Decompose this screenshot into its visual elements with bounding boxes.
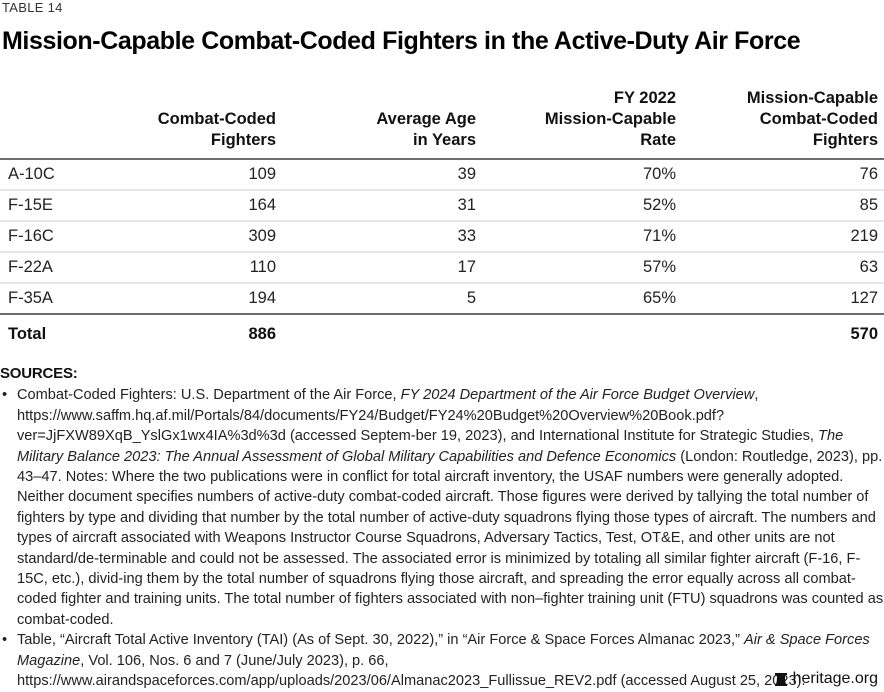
table-cell: 31 xyxy=(282,190,482,222)
table-cell: 309 xyxy=(90,221,282,253)
table-row: F-16C 309 33 71% 219 xyxy=(0,221,884,253)
header-row: Combat-Coded Fighters Average Age in Years F… xyxy=(0,88,884,160)
table-row: F-22A 110 17 57% 63 xyxy=(0,252,884,284)
column-header-line: Rate xyxy=(640,131,676,149)
table-cell: 39 xyxy=(282,159,482,191)
aircraft-name: F-22A xyxy=(0,252,90,284)
aircraft-name: F-15E xyxy=(0,190,90,222)
column-header-line: Combat-Coded xyxy=(759,110,878,128)
source-text: , Vol. 106, Nos. 6 and 7 (June/July 2023… xyxy=(17,652,806,690)
bullet-icon: • xyxy=(2,632,8,649)
source-item: • Combat-Coded Fighters: U.S. Department … xyxy=(0,385,884,630)
column-header xyxy=(0,88,90,160)
table-cell: 164 xyxy=(90,190,282,222)
table-cell: 63 xyxy=(682,252,884,284)
source-text: (London: Routledge, 2023), pp. 43–47. No… xyxy=(17,448,884,628)
table-cell: 127 xyxy=(682,283,884,315)
total-cell xyxy=(282,314,482,353)
total-cell: 886 xyxy=(248,324,276,343)
table-cell: 65% xyxy=(482,283,682,315)
source-title: The Military Balance 2023: The Annual As… xyxy=(17,428,844,465)
aircraft-name: A-10C xyxy=(0,159,90,191)
bullet-icon: • xyxy=(2,387,8,404)
sources-label: SOURCES: xyxy=(0,365,78,382)
table-cell: 70% xyxy=(482,159,682,191)
table-cell: 57% xyxy=(482,252,682,284)
column-header-line: Mission-Capable xyxy=(746,89,878,107)
table-row: F-35A 194 5 65% 127 xyxy=(0,283,884,315)
source-title: Air & Space Forces Magazine xyxy=(17,632,870,669)
column-header-line: Combat-Coded xyxy=(157,110,276,128)
column-header-line: in Years xyxy=(413,131,476,149)
column-header-line: Average Age xyxy=(376,110,476,128)
table-row: F-15E 164 31 52% 85 xyxy=(0,190,884,222)
column-header: Mission-Capable Combat-Coded Fighters xyxy=(682,88,884,160)
total-cell: 570 xyxy=(850,324,878,343)
total-label: Total xyxy=(8,324,47,343)
column-header: FY 2022 Mission-Capable Rate xyxy=(482,88,682,160)
source-item: • Table, “Aircraft Total Active Inventory… xyxy=(0,630,884,691)
table-cell: 33 xyxy=(282,221,482,253)
aircraft-name: F-16C xyxy=(0,221,90,253)
total-cell xyxy=(482,314,682,353)
total-row: Total 886 570 xyxy=(0,314,884,353)
table-row: A-10C 109 39 70% 76 xyxy=(0,159,884,191)
liberty-bell-icon xyxy=(774,672,787,686)
source-text: Combat-Coded Fighters: U.S. Department o… xyxy=(17,387,401,404)
table-cell: 194 xyxy=(90,283,282,315)
sources-section: SOURCES: • Combat-Coded Fighters: U.S. De… xyxy=(0,364,884,692)
table-cell: 52% xyxy=(482,190,682,222)
column-header: Combat-Coded Fighters xyxy=(90,88,282,160)
column-header-line: FY 2022 xyxy=(613,89,676,107)
table-cell: 71% xyxy=(482,221,682,253)
table-cell: 85 xyxy=(682,190,884,222)
sources-list: • Combat-Coded Fighters: U.S. Department … xyxy=(0,385,884,691)
fighters-table: Combat-Coded Fighters Average Age in Years F… xyxy=(0,88,884,353)
source-title: FY 2024 Department of the Air Force Budg… xyxy=(400,387,755,404)
column-header-line: Fighters xyxy=(210,131,276,149)
source-text: , https://www.saffm.hq.af.mil/Portals/84… xyxy=(17,387,819,445)
table-cell: 219 xyxy=(682,221,884,253)
table-cell: 76 xyxy=(682,159,884,191)
table-number: TABLE 14 xyxy=(2,0,63,15)
page-title: Mission-Capable Combat-Coded Fighters in… xyxy=(2,27,801,55)
source-text: Table, “Aircraft Total Active Inventory … xyxy=(17,632,745,649)
site-name: heritage.org xyxy=(792,670,878,687)
table-cell: 5 xyxy=(282,283,482,315)
table-cell: 17 xyxy=(282,252,482,284)
column-header-line: Fighters xyxy=(812,131,878,149)
column-header-line: Mission-Capable xyxy=(544,110,676,128)
table-cell: 109 xyxy=(90,159,282,191)
column-header: Average Age in Years xyxy=(282,88,482,160)
table-cell: 110 xyxy=(90,252,282,284)
aircraft-name: F-35A xyxy=(0,283,90,315)
heritage-logo[interactable]: heritage.org xyxy=(774,670,878,688)
